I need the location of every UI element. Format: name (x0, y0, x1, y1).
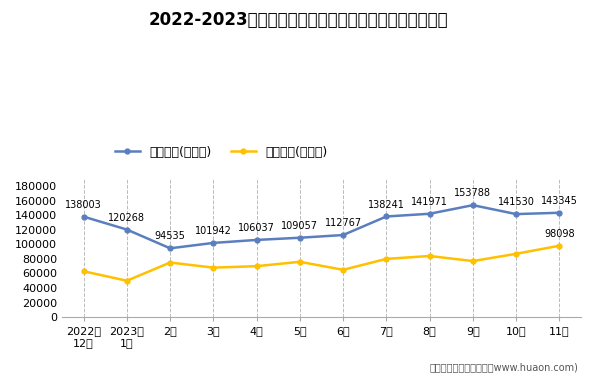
Text: 制图：华经产业研究院（www.huaon.com): 制图：华经产业研究院（www.huaon.com) (429, 362, 578, 372)
进口总额(万美元) (210, 266, 217, 270)
出口总额(万美元) (80, 214, 87, 219)
出口总额(万美元) (426, 212, 433, 216)
Text: 98098: 98098 (544, 229, 575, 239)
进口总额(万美元) (426, 254, 433, 258)
进口总额(万美元) (340, 267, 347, 272)
Legend: 出口总额(万美元), 进口总额(万美元): 出口总额(万美元), 进口总额(万美元) (110, 141, 333, 164)
Text: 138003: 138003 (65, 200, 102, 210)
出口总额(万美元) (123, 227, 131, 232)
Text: 106037: 106037 (238, 223, 275, 233)
进口总额(万美元) (166, 260, 173, 265)
Text: 138241: 138241 (368, 200, 405, 209)
进口总额(万美元) (253, 264, 260, 269)
Text: 143345: 143345 (541, 196, 578, 206)
出口总额(万美元) (210, 240, 217, 245)
Text: 141971: 141971 (411, 197, 448, 207)
Line: 出口总额(万美元): 出口总额(万美元) (81, 203, 562, 251)
进口总额(万美元) (513, 252, 520, 256)
Text: 153788: 153788 (454, 188, 491, 198)
出口总额(万美元) (340, 233, 347, 237)
进口总额(万美元) (383, 257, 390, 261)
出口总额(万美元) (556, 211, 563, 215)
进口总额(万美元) (80, 269, 87, 273)
Text: 141530: 141530 (498, 197, 535, 207)
出口总额(万美元) (296, 236, 303, 240)
出口总额(万美元) (166, 246, 173, 251)
Text: 2022-2023年山西省商品收发货人所在地进、出口额统计: 2022-2023年山西省商品收发货人所在地进、出口额统计 (148, 11, 448, 29)
进口总额(万美元) (556, 243, 563, 248)
进口总额(万美元) (123, 279, 131, 283)
进口总额(万美元) (469, 259, 476, 263)
Line: 进口总额(万美元): 进口总额(万美元) (81, 243, 562, 283)
Text: 112767: 112767 (325, 218, 362, 228)
出口总额(万美元) (383, 214, 390, 219)
Text: 101942: 101942 (195, 226, 232, 236)
进口总额(万美元) (296, 260, 303, 264)
Text: 109057: 109057 (281, 221, 318, 231)
Text: 120268: 120268 (108, 213, 145, 223)
出口总额(万美元) (253, 238, 260, 242)
出口总额(万美元) (513, 212, 520, 216)
出口总额(万美元) (469, 203, 476, 208)
Text: 94535: 94535 (155, 232, 185, 241)
